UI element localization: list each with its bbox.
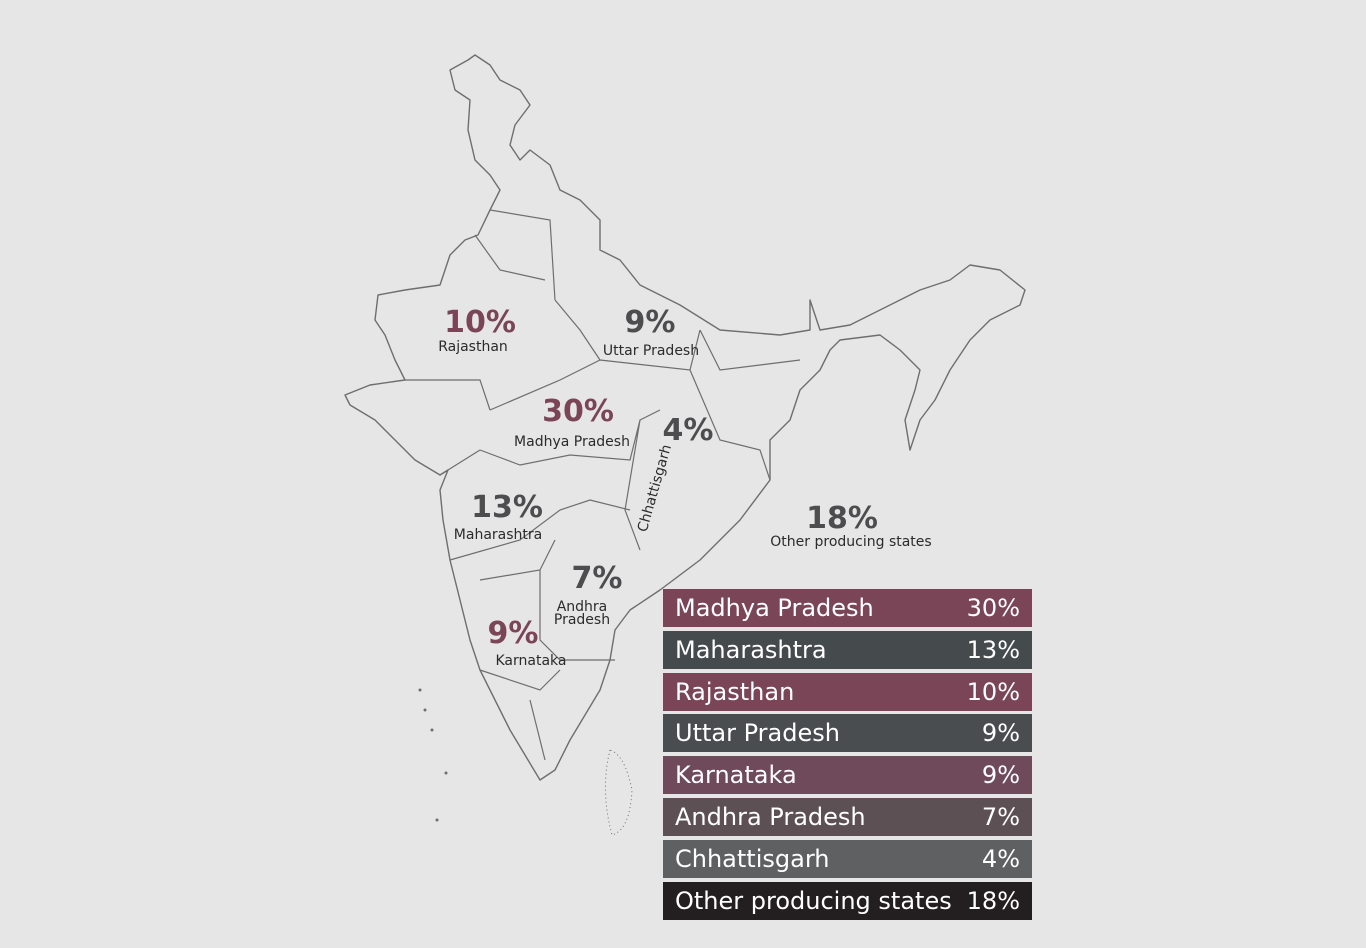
share-cell: 10% [966,677,1020,706]
state-label: Chhattisgarh [635,443,675,534]
state-cell: Other producing states [675,886,952,915]
islands [418,688,633,836]
percent-label: 10% [444,305,516,340]
state-label: Andhra [557,599,608,615]
table-row: Uttar Pradesh 9% [663,714,1032,753]
share-cell: 4% [981,844,1020,873]
state-label: Other producing states [770,534,931,550]
state-cell: Maharashtra [675,635,827,664]
table-row: Madhya Pradesh 30% [663,589,1032,627]
table-row: Rajasthan 10% [663,672,1032,711]
percent-label: 30% [542,394,614,429]
share-cell: 9% [981,719,1020,748]
state-cell: Karnataka [675,761,797,790]
state-cell: Uttar Pradesh [675,719,840,748]
state-label: Rajasthan [438,339,508,355]
table-row: Chhattisgarh 4% [663,839,1032,878]
state-cell: Chhattisgarh [675,844,830,873]
share-table: Madhya Pradesh 30% Maharashtra 13% Rajasthan… [663,589,1032,923]
percent-label: 7% [572,561,623,596]
state-label: Maharashtra [454,527,542,543]
percent-label: 13% [471,490,543,525]
state-cell: Rajasthan [675,677,795,706]
table-row: Karnataka 9% [663,756,1032,795]
share-cell: 7% [981,802,1020,831]
state-cell: Andhra Pradesh [675,802,866,831]
share-cell: 13% [966,635,1020,664]
state-label: Madhya Pradesh [514,434,630,450]
india-outline [344,54,1026,781]
percent-label: 9% [488,616,539,651]
percent-label: 4% [663,413,714,448]
percent-label: 9% [625,305,676,340]
share-cell: 9% [981,761,1020,790]
state-cell: Madhya Pradesh [675,594,874,622]
table-row: Other producing states 18% [663,881,1032,920]
state-borders [405,209,801,761]
state-label: Karnataka [496,653,567,669]
share-cell: 18% [966,886,1020,915]
state-label: Uttar Pradesh [603,343,699,359]
share-cell: 30% [966,594,1020,622]
table-row: Maharashtra 13% [663,630,1032,669]
state-label: Pradesh [554,612,610,628]
table-row: Andhra Pradesh 7% [663,797,1032,836]
percent-label: 18% [806,501,878,536]
